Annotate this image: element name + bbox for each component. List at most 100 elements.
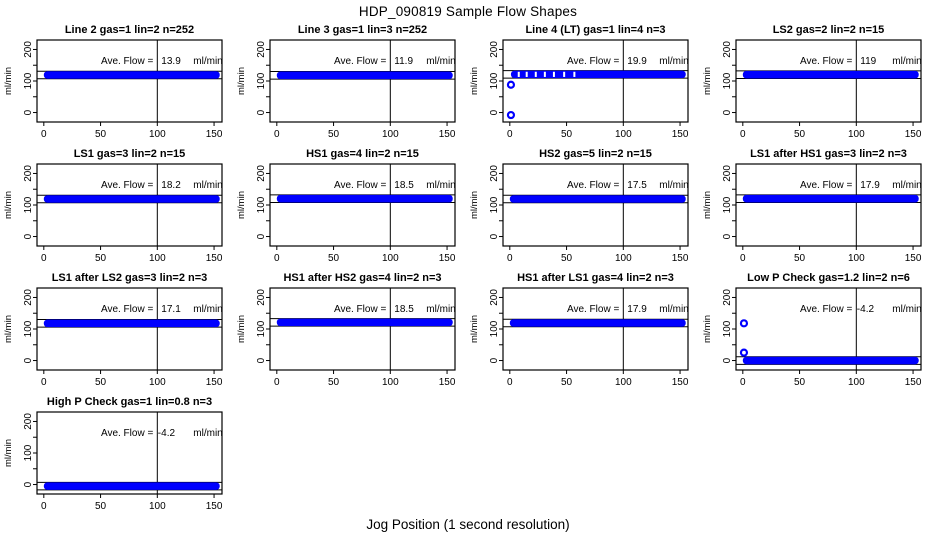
x-tick-label: 0 — [274, 377, 280, 388]
y-axis-label: ml/min — [3, 191, 14, 219]
x-tick-label: 100 — [149, 253, 166, 264]
flow-unit-label: ml/min — [193, 56, 222, 67]
ave-flow-value: -4.2 — [158, 428, 176, 439]
y-axis-label: ml/min — [236, 315, 247, 343]
y-tick-label: 100 — [489, 72, 500, 89]
ave-flow-value: -4.2 — [857, 304, 875, 315]
subplot-canvas: 0 100 200 ml/min 0 50 100 150 LS1 after LS2 gas=… — [3, 272, 223, 388]
y-tick-label: 200 — [23, 289, 34, 306]
plot-box — [269, 39, 456, 123]
x-tick-label: 0 — [740, 253, 746, 264]
plot-box — [502, 39, 689, 123]
subplot-canvas: 0 100 200 ml/min 0 50 100 150 Line 4 (LT) gas=1 … — [469, 24, 689, 140]
band-gap — [573, 71, 576, 77]
x-tick-label: 100 — [382, 377, 399, 388]
flow-unit-label: ml/min — [892, 304, 921, 315]
subplot-13: 0 100 200 ml/min 0 50 100 150 High P Check gas=1… — [0, 392, 233, 516]
ave-flow-value: 19.9 — [627, 56, 647, 67]
x-tick-label: 0 — [740, 129, 746, 140]
x-tick-label: 0 — [507, 253, 513, 264]
flow-unit-label: ml/min — [892, 180, 921, 191]
y-axis-label: ml/min — [3, 315, 14, 343]
plot-box — [269, 287, 456, 371]
x-tick-label: 50 — [328, 253, 340, 264]
data-band — [742, 194, 919, 203]
plot-box — [502, 287, 689, 371]
y-tick-label: 100 — [722, 72, 733, 89]
x-tick-label: 150 — [905, 129, 922, 140]
subplot-canvas: 0 100 200 ml/min 0 50 100 150 High P Check gas=1… — [3, 396, 223, 512]
ave-flow-label: Ave. Flow = — [334, 56, 386, 67]
x-tick-label: 150 — [206, 129, 223, 140]
y-tick-label: 0 — [722, 357, 733, 363]
flow-unit-label: ml/min — [193, 304, 222, 315]
x-tick-label: 0 — [740, 377, 746, 388]
plot-box — [735, 163, 922, 247]
y-tick-label: 0 — [256, 357, 267, 363]
y-tick-label: 200 — [23, 41, 34, 58]
y-tick-label: 0 — [722, 233, 733, 239]
data-band — [43, 319, 220, 328]
subplot-10: 0 100 200 ml/min 0 50 100 150 HS1 after HS2 gas=… — [233, 268, 466, 392]
data-band — [509, 319, 686, 327]
subplot-title: Line 3 gas=1 lin=3 n=252 — [298, 24, 427, 36]
x-tick-label: 50 — [95, 501, 107, 512]
plot-box — [502, 163, 689, 247]
y-tick-label: 200 — [256, 41, 267, 58]
y-tick-label: 0 — [256, 109, 267, 115]
y-tick-label: 200 — [256, 289, 267, 306]
y-tick-label: 0 — [489, 233, 500, 239]
ave-flow-label: Ave. Flow = — [334, 304, 386, 315]
y-axis-label: ml/min — [702, 67, 713, 95]
subplot-canvas: 0 100 200 ml/min 0 50 100 150 LS1 gas=3 lin=2 n=… — [3, 148, 223, 264]
ave-flow-label: Ave. Flow = — [101, 56, 153, 67]
y-tick-label: 200 — [722, 41, 733, 58]
subplot-title: LS2 gas=2 lin=2 n=15 — [773, 24, 885, 36]
y-axis-label: ml/min — [469, 191, 480, 219]
subplot-title: Line 4 (LT) gas=1 lin=4 n=3 — [525, 24, 665, 36]
data-band — [510, 70, 686, 79]
y-tick-label: 100 — [256, 320, 267, 337]
y-tick-label: 100 — [489, 320, 500, 337]
flow-unit-label: ml/min — [193, 428, 222, 439]
x-tick-label: 0 — [507, 377, 513, 388]
y-tick-label: 100 — [23, 444, 34, 461]
plot-box — [36, 39, 223, 123]
subplot-canvas: 0 100 200 ml/min 0 50 100 150 HS1 after LS1 gas=… — [469, 272, 689, 388]
y-tick-label: 200 — [23, 413, 34, 430]
y-tick-label: 0 — [23, 481, 34, 487]
outlier-point — [739, 319, 749, 328]
plot-box — [269, 163, 456, 247]
flow-unit-label: ml/min — [659, 180, 688, 191]
x-tick-label: 100 — [615, 129, 632, 140]
subplot-11: 0 100 200 ml/min 0 50 100 150 HS1 after LS1 gas=… — [466, 268, 699, 392]
subplot-canvas: 0 100 200 ml/min 0 50 100 150 Low P Check gas=1.… — [702, 272, 922, 388]
ave-flow-value: 18.5 — [394, 180, 414, 191]
subplot-12: 0 100 200 ml/min 0 50 100 150 Low P Check gas=1.… — [699, 268, 932, 392]
x-tick-label: 150 — [672, 253, 689, 264]
data-band — [43, 195, 220, 203]
flow-unit-label: ml/min — [426, 180, 455, 191]
data-band — [742, 356, 919, 365]
subplot-canvas: 0 100 200 ml/min 0 50 100 150 LS2 gas=2 lin=2 n=… — [702, 24, 922, 140]
y-tick-label: 200 — [23, 165, 34, 182]
x-tick-label: 150 — [206, 377, 223, 388]
x-tick-label: 50 — [328, 129, 340, 140]
x-tick-label: 50 — [794, 129, 806, 140]
plot-box — [36, 287, 223, 371]
subplot-canvas: 0 100 200 ml/min 0 50 100 150 LS1 after HS1 gas=… — [702, 148, 922, 264]
y-axis-label: ml/min — [702, 315, 713, 343]
data-band — [276, 71, 453, 80]
x-tick-label: 50 — [95, 129, 107, 140]
y-tick-label: 0 — [23, 233, 34, 239]
plot-box — [36, 411, 223, 495]
x-tick-label: 50 — [561, 377, 573, 388]
subplot-title: HS1 after HS2 gas=4 lin=2 n=3 — [283, 272, 441, 284]
data-band — [742, 70, 919, 79]
x-tick-label: 150 — [439, 129, 456, 140]
x-tick-label: 50 — [328, 377, 340, 388]
x-tick-label: 0 — [41, 377, 47, 388]
ave-flow-value: 18.5 — [394, 304, 414, 315]
x-tick-label: 100 — [848, 129, 865, 140]
